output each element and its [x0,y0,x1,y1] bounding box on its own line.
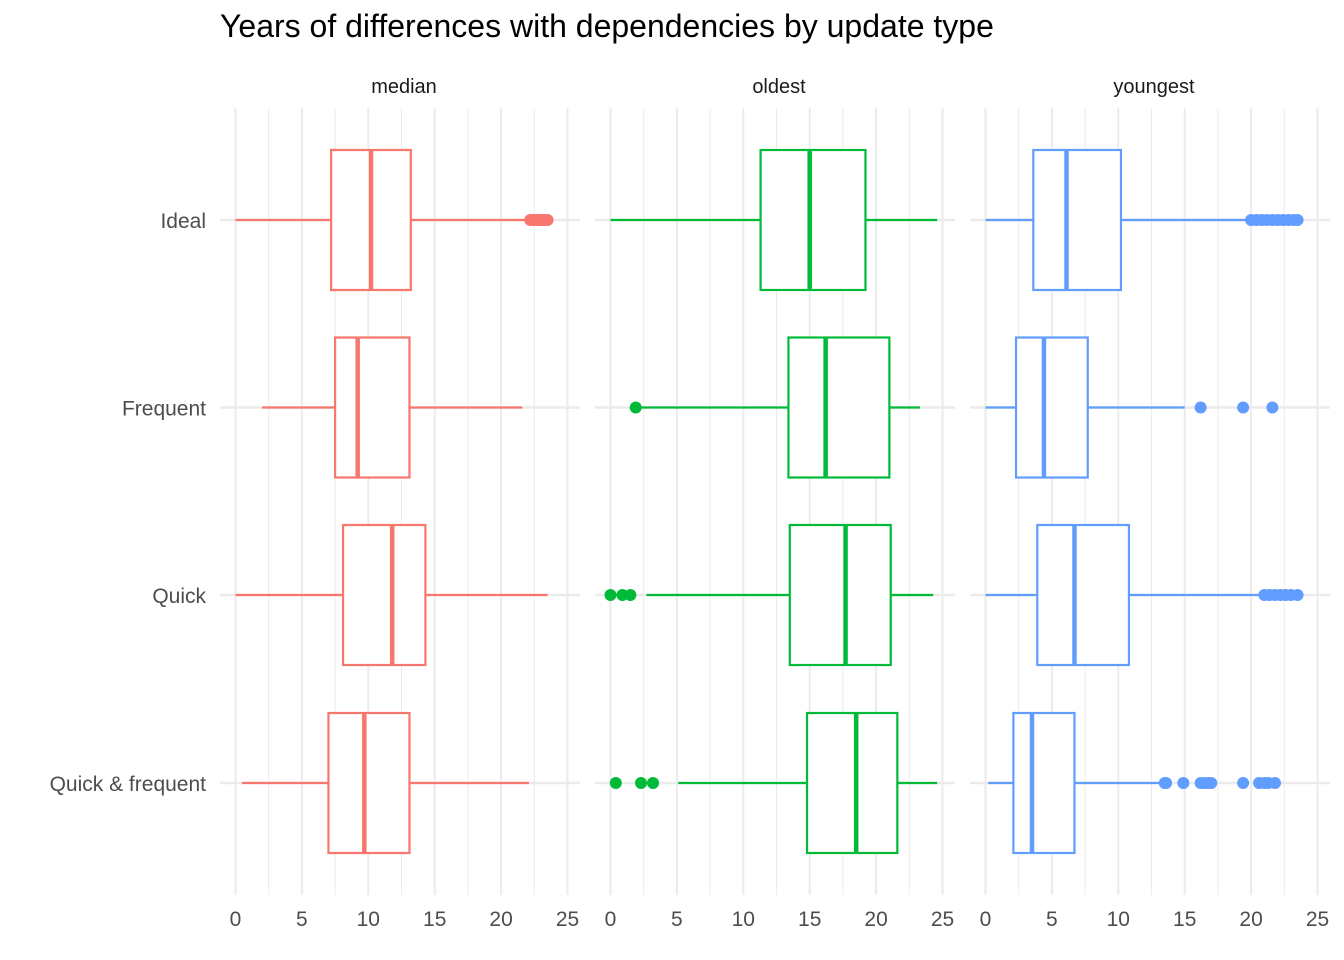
box-iqr [341,523,427,667]
chart-title: Years of differences with dependencies b… [220,8,994,44]
x-tick-label: 15 [1173,908,1196,931]
box-oldest-ideal [610,148,938,292]
box-youngest-quick-frequent [988,711,1282,855]
outlier-point [1237,401,1250,414]
outlier-point [1205,777,1218,789]
outlier-point [1291,214,1304,226]
facet-youngest: youngest 0 5 10 15 20 25 [970,76,1330,931]
category-label: Frequent [122,398,206,421]
box-youngest-quick [985,523,1304,667]
x-tick-label: 20 [489,908,512,931]
box-iqr [1012,711,1076,855]
box-oldest-frequent [629,336,920,479]
x-tick-label: 25 [1306,908,1329,931]
facet-label: youngest [1113,76,1195,98]
outlier-point [1269,777,1282,789]
category-label: Quick & frequent [50,773,207,796]
x-tick-label: 0 [605,908,617,931]
box-iqr [788,523,892,667]
x-tick-label: 10 [1107,908,1130,931]
x-tick-label: 5 [671,908,683,931]
outlier-point [1160,777,1173,789]
x-tick-label: 5 [1046,908,1058,931]
x-tick-label: 0 [980,908,992,931]
x-tick-label: 0 [230,908,242,931]
facet-median: median 0 5 10 15 20 25 [220,76,580,931]
category-label: Ideal [160,210,206,233]
category-label: Quick [152,585,206,608]
box-iqr [759,148,867,292]
outlier-point [609,777,622,789]
box-iqr [1032,148,1123,292]
outlier-point [604,589,617,601]
x-tick-label: 5 [296,908,308,931]
x-tick-label: 20 [1239,908,1262,931]
outlier-point [635,777,648,789]
outlier-point [1291,589,1304,601]
x-tick-label: 15 [423,908,446,931]
box-iqr [327,711,411,855]
box-youngest-ideal [985,148,1304,292]
x-tick-label: 25 [556,908,579,931]
box-iqr [334,336,411,479]
box-median-quick-frequent [242,711,529,855]
box-youngest-frequent [985,336,1279,479]
outlier-point [624,589,637,601]
outlier-point [1177,777,1190,789]
outlier-point [1194,401,1207,414]
x-tick-label: 25 [931,908,954,931]
x-tick-label: 15 [798,908,821,931]
x-tick-label: 20 [864,908,887,931]
x-tick-label: 10 [732,908,755,931]
outlier-point [629,401,642,414]
box-iqr [805,711,899,855]
outlier-point [646,777,659,789]
facet-oldest: oldest 0 5 10 15 20 25 [595,76,955,931]
box-median-frequent [262,336,523,479]
facet-label: oldest [752,76,806,98]
facet-label: median [371,76,437,98]
box-oldest-quick [604,523,934,667]
outlier-point [1237,777,1250,789]
box-iqr [1036,523,1131,667]
outlier-point [541,214,554,226]
x-tick-label: 10 [357,908,380,931]
box-iqr [1014,336,1089,479]
box-median-quick [235,523,548,667]
outlier-point [1266,401,1279,414]
box-oldest-quick-frequent [609,711,938,855]
box-iqr [787,336,891,479]
box-median-ideal [235,148,554,292]
